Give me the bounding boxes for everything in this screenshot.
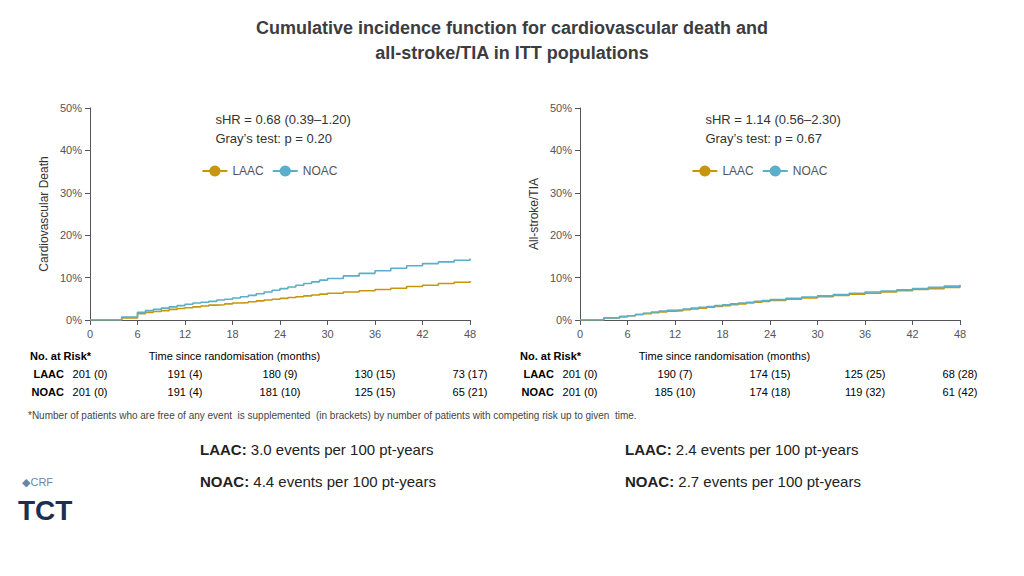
svg-text:50%: 50%: [60, 102, 82, 114]
svg-text:TCT: TCT: [18, 495, 72, 526]
svg-text:12: 12: [179, 328, 191, 340]
svg-text:Gray’s test: p = 0.67: Gray’s test: p = 0.67: [705, 131, 821, 146]
svg-text:LAAC: LAAC: [722, 164, 754, 178]
svg-text:LAAC: LAAC: [523, 368, 554, 380]
svg-text:LAAC: LAAC: [33, 368, 64, 380]
svg-text:201 (0): 201 (0): [563, 386, 598, 398]
svg-text:40%: 40%: [60, 144, 82, 156]
svg-text:201 (0): 201 (0): [563, 368, 598, 380]
svg-text:42: 42: [906, 328, 918, 340]
svg-text:sHR = 0.68 (0.39–1.20): sHR = 0.68 (0.39–1.20): [215, 112, 351, 127]
svg-text:24: 24: [764, 328, 776, 340]
svg-text:sHR = 1.14 (0.56–2.30): sHR = 1.14 (0.56–2.30): [705, 112, 841, 127]
svg-text:6: 6: [134, 328, 140, 340]
svg-text:181 (10): 181 (10): [260, 386, 301, 398]
svg-text:18: 18: [716, 328, 728, 340]
svg-text:NOAC: NOAC: [522, 386, 554, 398]
svg-text:73 (17): 73 (17): [453, 368, 488, 380]
svg-text:0: 0: [577, 328, 583, 340]
svg-text:20%: 20%: [60, 229, 82, 241]
svg-text:30: 30: [321, 328, 333, 340]
svg-text:10%: 10%: [60, 272, 82, 284]
svg-text:*Number of patients who are fr: *Number of patients who are free of any …: [28, 410, 637, 421]
svg-text:No. at Risk*: No. at Risk*: [520, 350, 582, 362]
svg-text:191 (4): 191 (4): [168, 368, 203, 380]
svg-text:119 (32): 119 (32): [845, 386, 885, 398]
svg-text:NOAC: NOAC: [793, 164, 828, 178]
svg-text:61 (42): 61 (42): [943, 386, 978, 398]
svg-text:68 (28): 68 (28): [943, 368, 978, 380]
svg-text:48: 48: [954, 328, 966, 340]
svg-text:NOAC: NOAC: [303, 164, 338, 178]
svg-text:36: 36: [369, 328, 381, 340]
svg-text:185 (10): 185 (10): [655, 386, 696, 398]
svg-text:30%: 30%: [550, 187, 572, 199]
svg-text:LAAC:: LAAC:: [200, 441, 247, 458]
svg-text:All-stroke/TIA: All-stroke/TIA: [527, 178, 541, 250]
svg-text:18: 18: [226, 328, 238, 340]
svg-text:50%: 50%: [550, 102, 572, 114]
svg-text:24: 24: [274, 328, 286, 340]
svg-text:125 (25): 125 (25): [845, 368, 886, 380]
svg-text:125 (15): 125 (15): [355, 386, 396, 398]
svg-text:6: 6: [624, 328, 630, 340]
svg-text:LAAC: LAAC: [232, 164, 264, 178]
svg-text:65 (21): 65 (21): [453, 386, 488, 398]
svg-text:130 (15): 130 (15): [355, 368, 396, 380]
svg-text:Cardiovascular Death: Cardiovascular Death: [37, 156, 51, 271]
svg-text:48: 48: [464, 328, 476, 340]
svg-text:191 (4): 191 (4): [168, 386, 203, 398]
svg-text:No. at Risk*: No. at Risk*: [30, 350, 92, 362]
svg-text:Time since randomisation (mont: Time since randomisation (months): [149, 350, 320, 362]
svg-text:Gray’s test: p = 0.20: Gray’s test: p = 0.20: [215, 131, 331, 146]
svg-text:201 (0): 201 (0): [73, 386, 108, 398]
svg-text:◆CRF: ◆CRF: [22, 476, 53, 488]
svg-text:174 (15): 174 (15): [750, 368, 791, 380]
svg-text:10%: 10%: [550, 272, 572, 284]
svg-text:LAAC:: LAAC:: [625, 441, 672, 458]
svg-text:30%: 30%: [60, 187, 82, 199]
svg-text:30: 30: [811, 328, 823, 340]
svg-text:Cumulative incidence function: Cumulative incidence function for cardio…: [256, 18, 768, 38]
svg-text:3.0 events per 100 pt-years: 3.0 events per 100 pt-years: [247, 441, 434, 458]
svg-text:2.7 events per 100 pt-years: 2.7 events per 100 pt-years: [674, 473, 861, 490]
svg-text:0: 0: [87, 328, 93, 340]
svg-text:4.4 events per 100 pt-years: 4.4 events per 100 pt-years: [249, 473, 436, 490]
svg-text:36: 36: [859, 328, 871, 340]
svg-text:201 (0): 201 (0): [73, 368, 108, 380]
svg-text:NOAC:: NOAC:: [625, 473, 674, 490]
svg-text:NOAC:: NOAC:: [200, 473, 249, 490]
svg-text:174 (18): 174 (18): [750, 386, 791, 398]
svg-text:40%: 40%: [550, 144, 572, 156]
svg-text:all-stroke/TIA in ITT populati: all-stroke/TIA in ITT populations: [375, 43, 648, 63]
svg-text:0%: 0%: [66, 314, 82, 326]
svg-text:12: 12: [669, 328, 681, 340]
svg-text:42: 42: [416, 328, 428, 340]
svg-text:Time since randomisation (mont: Time since randomisation (months): [639, 350, 810, 362]
svg-text:NOAC: NOAC: [32, 386, 64, 398]
svg-text:20%: 20%: [550, 229, 572, 241]
svg-text:0%: 0%: [556, 314, 572, 326]
svg-text:180 (9): 180 (9): [263, 368, 298, 380]
svg-text:2.4 events per 100 pt-years: 2.4 events per 100 pt-years: [672, 441, 859, 458]
svg-text:190 (7): 190 (7): [658, 368, 693, 380]
